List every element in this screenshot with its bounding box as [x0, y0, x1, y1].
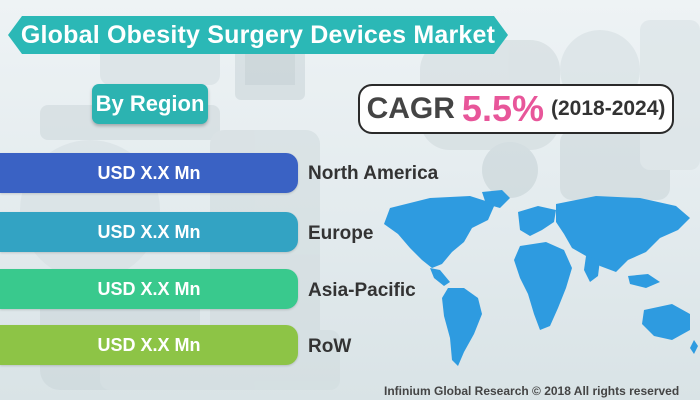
page-title: Global Obesity Surgery Devices Market — [20, 20, 496, 49]
region-name-europe: Europe — [308, 223, 374, 244]
world-map — [384, 190, 698, 366]
cagr-period: (2018-2024) — [550, 97, 666, 120]
region-bar-north-america: USD X.X Mn — [0, 153, 298, 193]
region-value: USD X.X Mn — [97, 278, 201, 299]
region-name-asia-pacific: Asia-Pacific — [308, 280, 416, 301]
region-value: USD X.X Mn — [97, 162, 201, 183]
cagr-label: CAGR — [366, 92, 455, 125]
region-value: USD X.X Mn — [97, 221, 201, 242]
cagr-box: CAGR 5.5% (2018-2024) — [358, 84, 674, 134]
region-value: USD X.X Mn — [97, 334, 201, 355]
segment-label-badge: By Region — [92, 84, 208, 124]
segment-label: By Region — [95, 91, 205, 116]
region-bar-row: USD X.X Mn — [0, 325, 298, 365]
title-banner: Global Obesity Surgery Devices Market — [8, 16, 508, 54]
cagr-value: 5.5% — [461, 88, 544, 129]
region-name-north-america: North America — [308, 163, 439, 184]
footer-copyright: Infinium Global Research © 2018 All righ… — [384, 384, 680, 398]
region-name-row: RoW — [308, 336, 352, 357]
region-bar-asia-pacific: USD X.X Mn — [0, 269, 298, 309]
region-bar-europe: USD X.X Mn — [0, 212, 298, 252]
